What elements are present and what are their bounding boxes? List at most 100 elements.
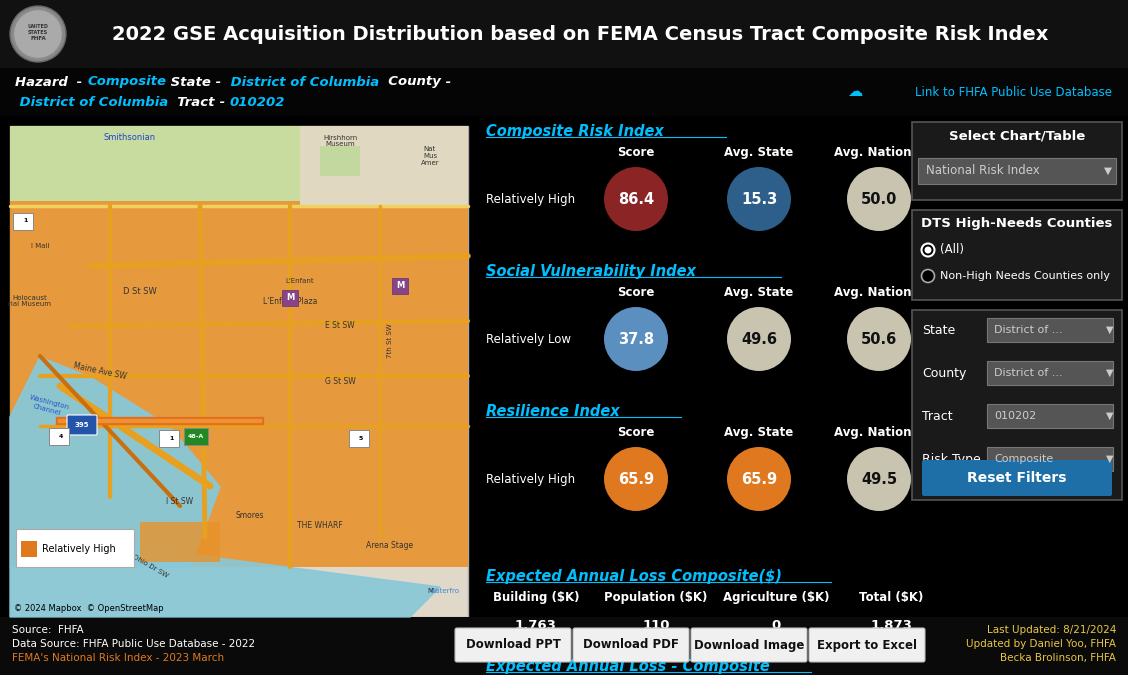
Text: Nat
Mus
Amer: Nat Mus Amer — [421, 146, 439, 166]
Text: 50.6: 50.6 — [861, 331, 897, 346]
Text: 65.9: 65.9 — [618, 472, 654, 487]
Text: Download Image: Download Image — [694, 639, 804, 651]
Circle shape — [728, 307, 791, 371]
Text: 15.3: 15.3 — [741, 192, 777, 207]
FancyBboxPatch shape — [455, 628, 571, 662]
FancyBboxPatch shape — [10, 201, 468, 567]
Text: 395: 395 — [74, 422, 89, 428]
Text: Avg. National: Avg. National — [835, 426, 924, 439]
Text: Social Vulnerability Index: Social Vulnerability Index — [486, 264, 696, 279]
Text: L'Enfant: L'Enfant — [285, 278, 315, 284]
Text: 1,873: 1,873 — [870, 619, 911, 632]
Text: Download PDF: Download PDF — [583, 639, 679, 651]
Text: 49.5: 49.5 — [861, 472, 897, 487]
Text: ▼: ▼ — [1107, 454, 1113, 464]
Text: E St SW: E St SW — [325, 321, 355, 331]
FancyBboxPatch shape — [987, 361, 1113, 385]
Text: Avg. State: Avg. State — [724, 286, 794, 299]
Text: 1: 1 — [169, 435, 174, 441]
Text: THE WHARF: THE WHARF — [297, 522, 343, 531]
FancyBboxPatch shape — [393, 278, 408, 294]
FancyBboxPatch shape — [987, 404, 1113, 428]
Text: 37.8: 37.8 — [618, 331, 654, 346]
FancyBboxPatch shape — [49, 428, 69, 445]
Text: Risk Type: Risk Type — [922, 452, 980, 466]
Text: District of ...: District of ... — [994, 325, 1063, 335]
Text: Relatively Low: Relatively Low — [486, 333, 571, 346]
Text: G St SW: G St SW — [325, 377, 355, 385]
Text: Score: Score — [617, 426, 654, 439]
Text: 49.6: 49.6 — [741, 331, 777, 346]
Text: Becka Brolinson, FHFA: Becka Brolinson, FHFA — [1001, 653, 1116, 663]
Text: -: - — [214, 95, 229, 109]
FancyBboxPatch shape — [300, 126, 468, 206]
Text: Data Source: FHFA Public Use Database - 2022: Data Source: FHFA Public Use Database - … — [12, 639, 255, 649]
Text: Score: Score — [617, 286, 654, 299]
Text: STATES: STATES — [28, 30, 49, 34]
Text: 010202: 010202 — [229, 95, 285, 109]
Text: State: State — [166, 76, 211, 88]
Text: I St SW: I St SW — [167, 497, 194, 506]
Text: County: County — [379, 76, 441, 88]
Text: -: - — [72, 76, 87, 88]
Text: Score: Score — [617, 146, 654, 159]
FancyBboxPatch shape — [159, 430, 179, 447]
Text: Updated by Daniel Yoo, FHFA: Updated by Daniel Yoo, FHFA — [966, 639, 1116, 649]
Text: Download PPT: Download PPT — [466, 639, 561, 651]
Text: FHFA: FHFA — [30, 36, 46, 41]
Text: ▼: ▼ — [1107, 411, 1113, 421]
Text: Ohio Dr SW: Ohio Dr SW — [131, 554, 169, 578]
FancyBboxPatch shape — [913, 122, 1122, 200]
FancyBboxPatch shape — [918, 158, 1116, 184]
FancyBboxPatch shape — [573, 628, 689, 662]
Text: Expected Annual Loss - Composite: Expected Annual Loss - Composite — [486, 659, 769, 674]
FancyBboxPatch shape — [10, 126, 468, 617]
Text: 4: 4 — [59, 433, 63, 439]
Circle shape — [603, 167, 668, 231]
Text: © 2024 Mapbox  © OpenStreetMap: © 2024 Mapbox © OpenStreetMap — [14, 604, 164, 613]
Text: Hirshhorn
Museum: Hirshhorn Museum — [323, 134, 358, 148]
Text: 1,763: 1,763 — [515, 619, 557, 632]
FancyBboxPatch shape — [987, 447, 1113, 471]
Text: District of Columbia: District of Columbia — [226, 76, 379, 88]
Text: 110: 110 — [642, 619, 670, 632]
Text: -: - — [441, 76, 456, 88]
Text: Expected Annual Loss Composite($): Expected Annual Loss Composite($) — [486, 569, 782, 584]
FancyBboxPatch shape — [809, 628, 925, 662]
Text: Avg. State: Avg. State — [724, 146, 794, 159]
FancyBboxPatch shape — [282, 290, 298, 306]
Text: District of Columbia: District of Columbia — [15, 95, 168, 109]
FancyBboxPatch shape — [320, 146, 360, 176]
Text: Export to Excel: Export to Excel — [817, 639, 917, 651]
Text: ▼: ▼ — [1104, 166, 1112, 176]
Text: Smithsonian: Smithsonian — [104, 134, 156, 142]
Text: Composite: Composite — [87, 76, 166, 88]
Circle shape — [603, 447, 668, 511]
Circle shape — [925, 246, 932, 254]
Circle shape — [10, 6, 67, 62]
Text: State: State — [922, 323, 955, 337]
Text: Maine Ave SW: Maine Ave SW — [72, 361, 127, 381]
Text: Relatively High: Relatively High — [486, 192, 575, 205]
Text: 1: 1 — [23, 219, 27, 223]
Text: Washington
Channel: Washington Channel — [26, 394, 70, 418]
FancyBboxPatch shape — [922, 460, 1112, 496]
Text: Composite: Composite — [994, 454, 1054, 464]
Text: Tract: Tract — [168, 95, 214, 109]
FancyBboxPatch shape — [184, 428, 208, 445]
Text: Smores: Smores — [236, 512, 264, 520]
Text: Avg. National: Avg. National — [835, 286, 924, 299]
Text: ▼: ▼ — [1107, 368, 1113, 378]
FancyBboxPatch shape — [140, 522, 220, 562]
Text: 5: 5 — [359, 435, 363, 441]
Text: M: M — [428, 588, 433, 594]
FancyBboxPatch shape — [16, 529, 134, 567]
Circle shape — [922, 244, 934, 256]
Text: Avg. National: Avg. National — [835, 146, 924, 159]
Text: County: County — [922, 367, 967, 379]
Text: Source:  FHFA: Source: FHFA — [12, 625, 83, 635]
Circle shape — [922, 269, 934, 283]
Text: 50.0: 50.0 — [861, 192, 897, 207]
Text: 7th St SW: 7th St SW — [387, 324, 393, 358]
FancyBboxPatch shape — [0, 68, 1128, 116]
